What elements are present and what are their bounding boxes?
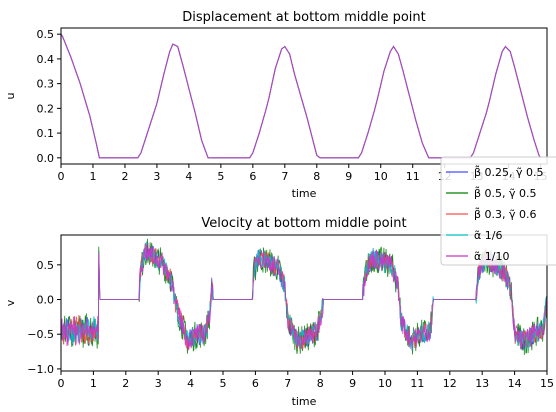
- x-tick-label: 12: [443, 377, 457, 390]
- displacement-title: Displacement at bottom middle point: [182, 10, 426, 25]
- legend-label: α̃ 1/6: [474, 229, 502, 242]
- legend-label: β̃ 0.25, γ̃ 0.5: [474, 165, 544, 179]
- displacement-frame: [60, 27, 548, 165]
- x-tick-label: 0: [58, 377, 65, 390]
- x-tick-label: 9: [349, 377, 356, 390]
- x-tick-label: 2: [121, 170, 128, 183]
- y-tick-label: 0.5: [37, 259, 55, 272]
- velocity-frame: [60, 234, 548, 372]
- velocity-x-ticks: 0 1 2 3 4 5 6 7 8 9 10 11 12 13 14 15: [58, 371, 554, 390]
- y-tick-label: 0.5: [37, 28, 55, 41]
- y-tick-label: 0.4: [37, 53, 55, 66]
- legend-label: β̃ 0.3, γ̃ 0.6: [474, 207, 537, 221]
- x-tick-label: 7: [284, 377, 291, 390]
- velocity-y-label: v: [4, 299, 17, 306]
- x-tick-label: 9: [345, 170, 352, 183]
- y-tick-label: −0.5: [27, 328, 54, 341]
- x-tick-label: 3: [153, 170, 160, 183]
- y-tick-label: 0.1: [37, 127, 55, 140]
- y-tick-label: 0.0: [37, 294, 55, 307]
- x-tick-label: 4: [187, 377, 194, 390]
- x-tick-label: 10: [374, 170, 388, 183]
- x-tick-label: 1: [89, 170, 96, 183]
- x-tick-label: 5: [220, 377, 227, 390]
- x-tick-label: 0: [58, 170, 65, 183]
- series-line: [61, 33, 542, 159]
- velocity-y-ticks: −1.0 −0.5 0.0 0.5: [27, 259, 61, 376]
- velocity-series: [61, 238, 547, 356]
- x-tick-label: 1: [90, 377, 97, 390]
- x-tick-label: 8: [317, 377, 324, 390]
- x-tick-label: 15: [540, 377, 554, 390]
- displacement-x-label: time: [292, 187, 317, 200]
- x-tick-label: 5: [217, 170, 224, 183]
- y-tick-label: −1.0: [27, 363, 54, 376]
- velocity-title: Velocity at bottom middle point: [201, 216, 406, 231]
- legend-box: [440, 156, 556, 266]
- velocity-x-label: time: [292, 395, 317, 408]
- x-tick-label: 6: [249, 170, 256, 183]
- x-tick-label: 13: [475, 377, 489, 390]
- displacement-y-label: u: [4, 93, 17, 100]
- x-tick-label: 6: [252, 377, 259, 390]
- x-tick-label: 14: [508, 377, 522, 390]
- legend-label: α̃ 1/10: [474, 250, 509, 263]
- x-tick-label: 11: [410, 377, 424, 390]
- y-tick-label: 0.3: [37, 78, 55, 91]
- displacement-series: [61, 33, 542, 159]
- legend: β̃ 0.25, γ̃ 0.5 β̃ 0.5, γ̃ 0.5 β̃ 0.3, γ̃ …: [440, 156, 556, 266]
- series-line: [61, 242, 547, 351]
- x-tick-label: 11: [406, 170, 420, 183]
- x-tick-label: 10: [378, 377, 392, 390]
- x-tick-label: 7: [281, 170, 288, 183]
- x-tick-label: 4: [185, 170, 192, 183]
- y-tick-label: 0.0: [37, 152, 55, 165]
- x-tick-label: 3: [155, 377, 162, 390]
- legend-entries: β̃ 0.25, γ̃ 0.5 β̃ 0.5, γ̃ 0.5 β̃ 0.3, γ̃ …: [446, 165, 544, 263]
- legend-label: β̃ 0.5, γ̃ 0.5: [474, 186, 537, 200]
- x-tick-label: 8: [313, 170, 320, 183]
- y-tick-label: 0.2: [37, 102, 55, 115]
- displacement-y-ticks: 0.0 0.1 0.2 0.3 0.4 0.5: [37, 28, 61, 165]
- x-tick-label: 2: [122, 377, 129, 390]
